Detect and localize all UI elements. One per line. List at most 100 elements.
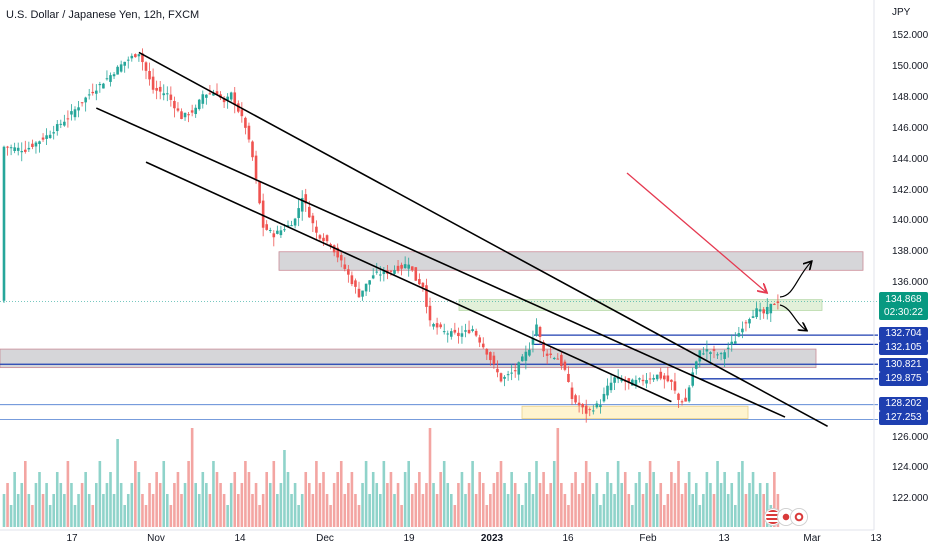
candle — [393, 265, 396, 277]
candle-body — [677, 393, 680, 400]
volume-bar — [446, 483, 450, 527]
volume-bar — [357, 505, 361, 527]
trendline — [138, 51, 828, 428]
y-tick: 126.000 — [892, 432, 929, 443]
candle — [361, 290, 364, 301]
candle-body — [229, 92, 233, 100]
y-tick: 124.000 — [892, 462, 929, 473]
candle-body — [748, 319, 751, 324]
candle-body — [126, 59, 130, 61]
candle — [112, 72, 116, 79]
volume-bar — [694, 483, 698, 527]
bearish-scenario-arrow — [779, 304, 806, 330]
candle-body — [354, 280, 357, 287]
candle-body — [549, 353, 552, 355]
candle — [734, 332, 737, 344]
candle — [141, 48, 144, 71]
candle — [670, 379, 673, 391]
candle-body — [244, 117, 247, 128]
candle — [709, 351, 712, 363]
candle — [48, 130, 52, 139]
candle — [730, 334, 734, 352]
candle — [712, 345, 716, 359]
candle — [268, 227, 272, 234]
candle-body — [336, 247, 339, 258]
candle-body — [471, 329, 474, 332]
x-tick: 16 — [562, 533, 574, 544]
candle — [27, 141, 31, 152]
candle-body — [712, 349, 716, 351]
volume-bar — [286, 472, 290, 527]
volume-bar — [748, 483, 751, 527]
candle — [485, 348, 489, 361]
candle — [169, 86, 173, 107]
candle-body — [173, 100, 176, 109]
candle — [176, 102, 180, 113]
candle-body — [606, 385, 609, 396]
candle — [13, 142, 16, 154]
candle — [723, 349, 726, 368]
chart-title: U.S. Dollar / Japanese Yen, 12h, FXCM — [6, 9, 200, 21]
x-tick: Dec — [316, 533, 334, 544]
candle — [16, 142, 20, 156]
candle — [453, 322, 457, 335]
candle — [247, 122, 251, 143]
candle — [748, 317, 751, 329]
candle-body — [773, 303, 776, 305]
candle — [290, 220, 293, 227]
candle — [123, 61, 126, 73]
volume-bar — [581, 483, 584, 527]
candle-body — [254, 155, 258, 179]
candle-body — [84, 97, 87, 103]
zone-support — [0, 348, 817, 369]
candle — [570, 382, 574, 405]
volume-bar — [87, 494, 91, 527]
candle — [673, 372, 677, 394]
candle-body — [403, 264, 407, 269]
candle — [425, 278, 428, 314]
candle-body — [474, 330, 478, 336]
volume-bar — [538, 483, 542, 527]
candle-body — [418, 279, 421, 285]
candle — [130, 53, 134, 62]
volume-bar — [190, 428, 194, 527]
candle-body — [318, 235, 322, 239]
volume-bar — [151, 494, 155, 527]
candle-body — [744, 322, 748, 324]
candle-body — [741, 328, 744, 333]
candle — [300, 190, 304, 221]
candle-body — [123, 61, 126, 66]
volume-bar — [141, 494, 144, 527]
candle — [773, 302, 776, 306]
volume-bar — [403, 472, 407, 527]
volume-bar — [439, 472, 442, 527]
candle — [418, 273, 421, 286]
volume-bar — [229, 483, 233, 527]
candle-body — [63, 121, 66, 126]
candle-body — [55, 124, 59, 132]
volume-bar — [325, 494, 329, 527]
volume-bar — [290, 494, 293, 527]
candle — [531, 330, 535, 353]
volume-bar — [222, 494, 226, 527]
annotation-arrows — [626, 172, 811, 330]
volume-bar — [304, 472, 308, 527]
volume-bar — [112, 494, 116, 527]
volume-bar — [187, 461, 190, 527]
candle — [6, 145, 9, 156]
candle — [155, 80, 158, 100]
event-icon[interactable] — [791, 509, 807, 525]
volume-bar — [577, 494, 581, 527]
candle-body — [563, 361, 567, 370]
volume-bar — [545, 494, 549, 527]
candle-body — [233, 92, 237, 105]
candle — [464, 323, 467, 338]
candle-body — [87, 94, 91, 96]
volume-bar — [592, 494, 595, 527]
candle-body — [77, 107, 80, 111]
candle — [229, 91, 233, 102]
event-flags[interactable] — [765, 509, 809, 525]
x-tick: Nov — [147, 533, 165, 544]
volume-bar — [645, 483, 648, 527]
